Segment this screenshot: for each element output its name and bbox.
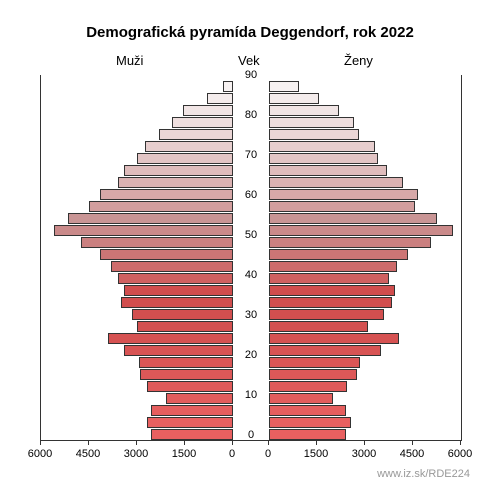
y-tick-label: 90 (245, 69, 257, 81)
y-tick-label: 50 (245, 229, 257, 241)
x-tick-mark (184, 440, 185, 445)
y-tick-label: 60 (245, 189, 257, 201)
bar-female (269, 189, 418, 200)
y-tick-label: 80 (245, 109, 257, 121)
bar-female (269, 357, 360, 368)
x-tick-label: 3000 (352, 448, 376, 460)
y-tick-label: 10 (245, 389, 257, 401)
x-tick-mark (136, 440, 137, 445)
plot-area: 0102030405060708090 (40, 75, 462, 441)
bar-female (269, 249, 408, 260)
pyramid-chart: Demografická pyramída Deggendorf, rok 20… (0, 0, 500, 500)
bar-female (269, 285, 395, 296)
x-tick-label: 0 (265, 448, 271, 460)
x-tick-mark (232, 440, 233, 445)
bar-female (269, 141, 375, 152)
bar-female (269, 117, 354, 128)
x-tick-mark (268, 440, 269, 445)
center-axis-label: Vek (238, 53, 260, 68)
bar-female (269, 153, 378, 164)
bar-female (269, 261, 397, 272)
bar-female (269, 417, 351, 428)
bar-female (269, 333, 399, 344)
bar-female (269, 93, 319, 104)
x-tick-label: 6000 (448, 448, 472, 460)
bar-female (269, 165, 387, 176)
bar-female (269, 429, 346, 440)
y-tick-label: 70 (245, 149, 257, 161)
bar-female (269, 201, 415, 212)
bar-female (269, 393, 333, 404)
y-tick-label: 30 (245, 309, 257, 321)
chart-title: Demografická pyramída Deggendorf, rok 20… (0, 24, 500, 41)
bar-female (269, 177, 403, 188)
bar-female (269, 273, 389, 284)
x-tick-mark (460, 440, 461, 445)
bar-female (269, 369, 357, 380)
x-tick-label: 4500 (400, 448, 424, 460)
x-tick-mark (364, 440, 365, 445)
x-tick-mark (88, 440, 89, 445)
bar-female (269, 237, 431, 248)
bar-female (269, 297, 392, 308)
x-tick-label: 6000 (28, 448, 52, 460)
bar-female (269, 405, 346, 416)
y-tick-label: 0 (248, 429, 254, 441)
bar-female (269, 225, 453, 236)
bar-female (269, 105, 339, 116)
bar-female (269, 81, 299, 92)
x-tick-mark (412, 440, 413, 445)
bars-female (41, 75, 461, 440)
bar-female (269, 345, 381, 356)
left-axis-label: Muži (116, 53, 143, 68)
x-tick-mark (316, 440, 317, 445)
y-tick-label: 20 (245, 349, 257, 361)
x-tick-mark (40, 440, 41, 445)
footer-source: www.iz.sk/RDE224 (377, 468, 470, 480)
x-tick-label: 3000 (124, 448, 148, 460)
bar-female (269, 213, 437, 224)
x-tick-label: 0 (229, 448, 235, 460)
bar-female (269, 129, 359, 140)
x-tick-label: 1500 (172, 448, 196, 460)
x-tick-label: 1500 (304, 448, 328, 460)
bar-female (269, 381, 347, 392)
bar-female (269, 309, 384, 320)
right-axis-label: Ženy (344, 53, 373, 68)
y-tick-label: 40 (245, 269, 257, 281)
bar-female (269, 321, 368, 332)
x-tick-label: 4500 (76, 448, 100, 460)
